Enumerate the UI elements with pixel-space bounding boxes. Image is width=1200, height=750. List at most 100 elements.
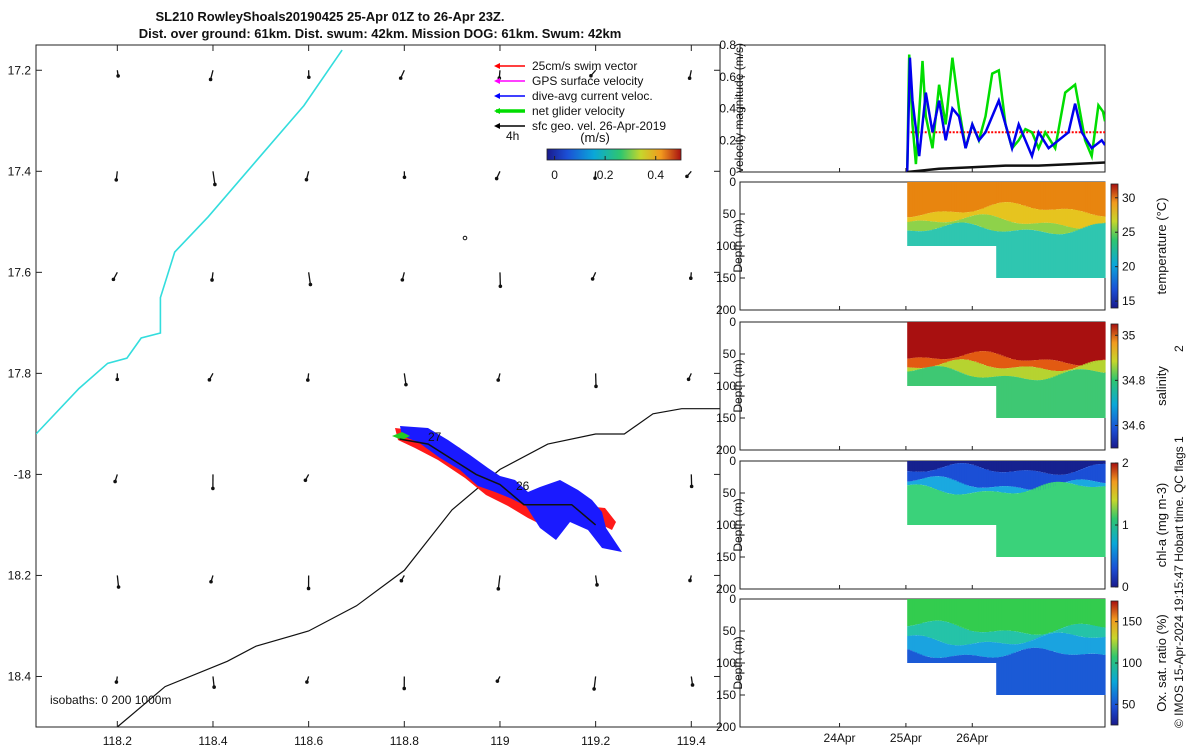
- section-cell: [969, 461, 973, 465]
- section-cell: [936, 620, 940, 641]
- section-cell: [949, 224, 953, 246]
- section-cell: [1087, 322, 1091, 365]
- section-cell: [944, 225, 948, 246]
- section-cell: [1011, 599, 1015, 631]
- geo-arrow-head: [592, 687, 596, 691]
- section-cell: [1050, 233, 1054, 278]
- geo-velocity-arrow: [212, 171, 216, 185]
- section-cell: [1040, 648, 1044, 695]
- section-cell: [1097, 626, 1101, 638]
- section-cell: [964, 494, 968, 525]
- section-cell: [924, 485, 928, 525]
- section-cell: [1058, 209, 1062, 225]
- section-cell: [956, 494, 960, 525]
- section-cell: [1082, 227, 1086, 278]
- map-x-axis: 118.2 118.4 118.6 118.8 119 119.2 119.4: [103, 45, 706, 748]
- legend-entry-label: dive-avg current veloc.: [532, 89, 653, 103]
- depth-axis-label: Depth (m): [731, 498, 745, 551]
- map-x-tick-label: 119.2: [581, 734, 610, 748]
- section-cell: [974, 631, 978, 644]
- section-cell: [996, 471, 1000, 487]
- section-cell: [1023, 378, 1027, 418]
- section-cell: [1025, 642, 1029, 649]
- geo-arrow-head: [589, 73, 593, 78]
- section-cell: [983, 351, 987, 366]
- section-cell: [983, 487, 987, 492]
- section-cell: [917, 231, 921, 246]
- section-cell: [907, 217, 911, 222]
- section-cell: [936, 222, 940, 229]
- section-cell: [949, 211, 953, 222]
- section-cell: [1040, 599, 1044, 635]
- section-cell: [991, 599, 995, 632]
- section-cell: [966, 654, 970, 663]
- section-cell: [929, 358, 933, 367]
- section-cell: [934, 599, 938, 621]
- section-cell: [1058, 653, 1062, 695]
- section-cell: [1008, 182, 1012, 203]
- section-cell: [996, 322, 1000, 354]
- section-cell: [951, 464, 955, 480]
- legend-arrow-head: [494, 78, 500, 84]
- section-cell: [1045, 369, 1049, 379]
- section-cell: [959, 463, 963, 483]
- section-cell: [1003, 492, 1007, 557]
- section-cell: [1028, 490, 1032, 557]
- section-cell: [1065, 363, 1069, 371]
- section-cell: [1075, 654, 1079, 695]
- section-cell: [1097, 215, 1101, 225]
- section-cell: [919, 479, 923, 485]
- section-cell: [939, 359, 943, 365]
- section-cell: [941, 211, 945, 223]
- section-cell: [1035, 182, 1039, 210]
- section-cell: [1040, 636, 1044, 649]
- section-cell: [1043, 232, 1047, 278]
- legend-entry-label: net glider velocity: [532, 104, 625, 118]
- section-cell: [1013, 461, 1017, 472]
- section-cell: [1050, 359, 1054, 371]
- section-cell: [1033, 182, 1037, 209]
- legend-arrow-head: [494, 93, 500, 99]
- section-cell: [976, 466, 980, 488]
- section-cell: [1053, 599, 1057, 632]
- section-cell: [1023, 366, 1027, 379]
- section-cell: [936, 461, 940, 469]
- section-cell: [1102, 372, 1106, 418]
- section-cell: [966, 461, 970, 464]
- section-cell: [1077, 479, 1081, 486]
- section-cell: [1045, 634, 1049, 650]
- section-cell: [1102, 360, 1106, 373]
- section-cell: [924, 367, 928, 386]
- section-cell: [909, 461, 913, 472]
- section-cell: [1038, 367, 1042, 381]
- section-cell: [1095, 360, 1099, 372]
- section-cell: [1090, 653, 1094, 695]
- section-cell: [1013, 222, 1017, 231]
- geo-arrow-head: [304, 177, 309, 182]
- section-cell: [922, 485, 926, 525]
- section-cell: [1001, 630, 1005, 644]
- section-cell: [1072, 228, 1076, 232]
- section-cell: [974, 351, 978, 362]
- section-cell: [929, 657, 933, 663]
- depth-axis-label: Depth (m): [731, 636, 745, 689]
- section-cell: [922, 357, 926, 368]
- section-cell: [986, 229, 990, 246]
- depth-axis-label: Depth (m): [731, 219, 745, 272]
- section-cell: [969, 599, 973, 631]
- section-cell: [956, 481, 960, 495]
- section-cell: [934, 322, 938, 359]
- section-cell: [927, 182, 931, 214]
- section-cell: [1075, 471, 1079, 480]
- section-cell: [956, 461, 960, 464]
- section-cell: [966, 644, 970, 655]
- section-cell: [1065, 481, 1069, 483]
- section-cell: [1095, 637, 1099, 654]
- velocity-y-axis: 0 0.2 0.4 0.6 0.8: [719, 38, 745, 179]
- section-cell: [1085, 369, 1089, 418]
- section-cell: [907, 481, 911, 486]
- section-cell: [1003, 219, 1007, 232]
- section-cell: [1023, 223, 1027, 230]
- depth-tick-label: 100: [716, 656, 736, 670]
